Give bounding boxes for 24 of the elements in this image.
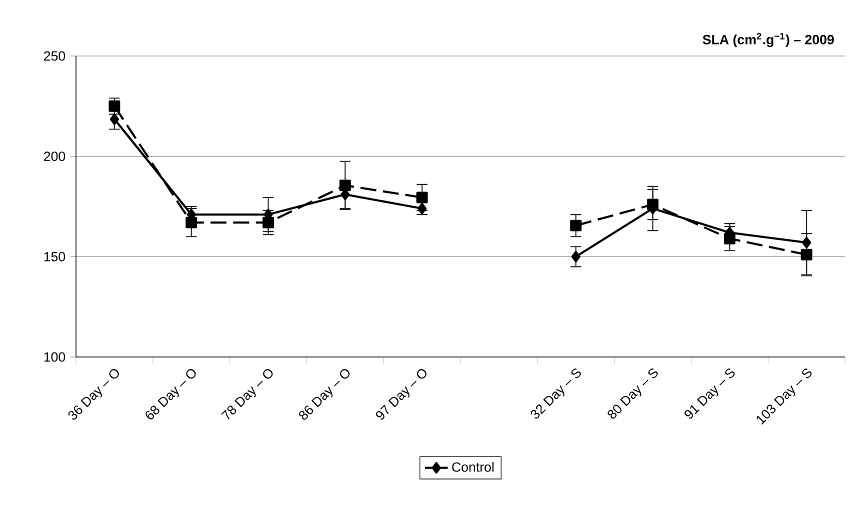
point bbox=[800, 248, 812, 260]
y-tick-label: 100 bbox=[44, 352, 66, 362]
x-tick-label: 36 Day – O bbox=[68, 369, 119, 420]
x-tick-label: 103 Day – S bbox=[756, 368, 812, 425]
point bbox=[186, 216, 198, 228]
x-tick-label: 97 Day – O bbox=[376, 369, 426, 420]
point bbox=[416, 192, 428, 204]
x-tick-label: 91 Day – S bbox=[684, 368, 735, 419]
x-tick-label: 32 Day – S bbox=[530, 368, 581, 419]
x-tick-label: 78 Day – O bbox=[221, 369, 273, 420]
y-tick-label: 150 bbox=[44, 252, 66, 262]
chart-title: SLA (cm$^{2}$.g$^{−1}$) – 2009 bbox=[702, 32, 834, 48]
point bbox=[339, 180, 351, 192]
y-tick-label: 250 bbox=[44, 51, 66, 61]
point bbox=[570, 220, 582, 232]
point bbox=[262, 216, 274, 228]
y-tick-label: 200 bbox=[44, 152, 66, 162]
x-tick-label: 86 Day – O bbox=[299, 369, 350, 420]
point bbox=[802, 236, 812, 248]
legend-label: Control bbox=[452, 462, 494, 472]
point bbox=[110, 113, 120, 125]
x-tick-label: 68 Day – O bbox=[146, 369, 196, 420]
x-tick-label: 80 Day – S bbox=[608, 368, 658, 419]
point bbox=[571, 250, 580, 262]
